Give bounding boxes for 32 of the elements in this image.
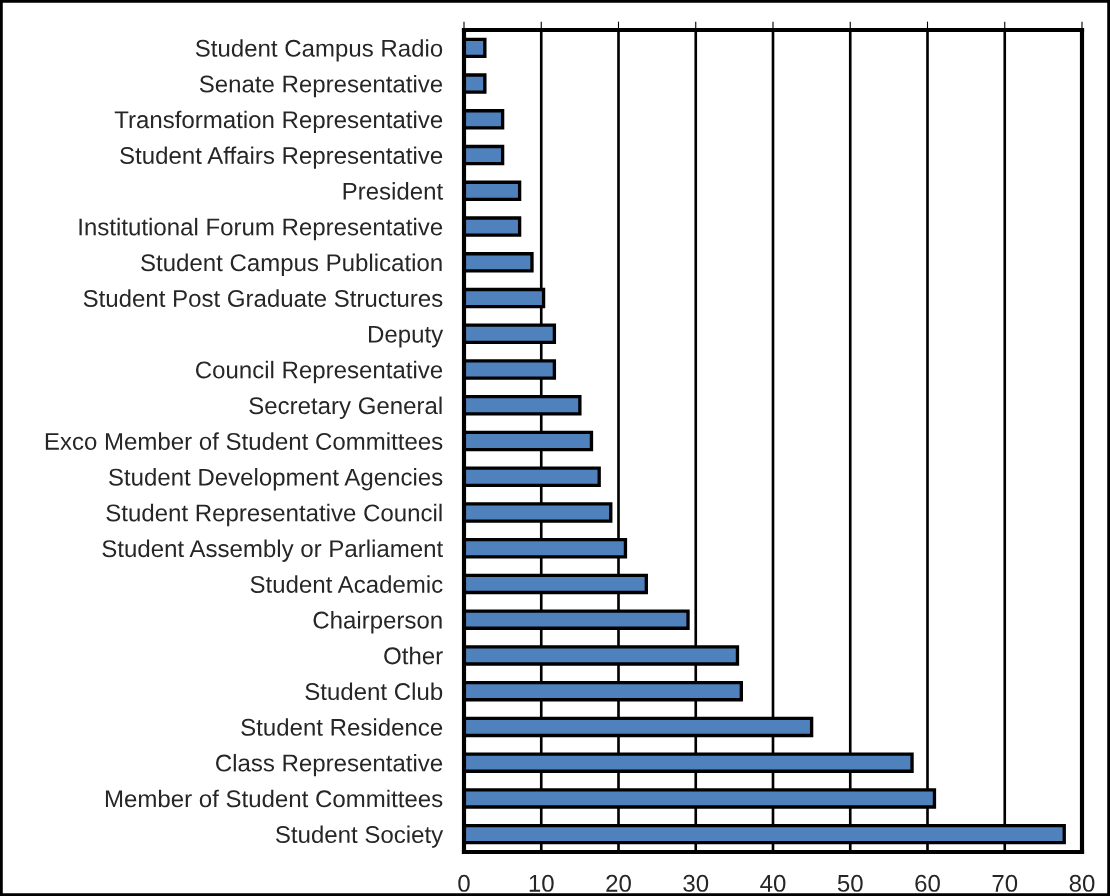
y-tick-label: Institutional Forum Representative	[79, 217, 443, 241]
y-tick-label: Member of Student Committees	[105, 789, 443, 808]
x-tick-label: 50	[837, 874, 863, 892]
y-tick-label: Student Campus Radio	[195, 39, 443, 62]
x-tick-label: 0	[458, 874, 470, 892]
y-tick-label: Student Post Graduate Structures	[83, 289, 443, 307]
y-tick-label: Student Residence	[241, 718, 443, 736]
y-tick-label: Chairperson	[313, 610, 442, 634]
y-tick-label: President	[343, 182, 443, 200]
y-tick-label: Student Campus Publication	[141, 253, 442, 276]
y-tick-label: Student Affairs Representative	[120, 146, 443, 169]
y-tick-label: Other	[384, 646, 443, 665]
y-tick-label: Council Representative	[195, 360, 443, 384]
x-tick-label: 40	[760, 874, 786, 892]
y-tick-label: Student Club	[305, 682, 443, 701]
y-tick-label: Transformation Representative	[114, 110, 443, 134]
x-tick-label: 10	[529, 874, 554, 892]
x-tick-label: 20	[606, 874, 631, 892]
x-tick-label: 60	[915, 874, 940, 892]
y-tick-label: Student Society	[275, 825, 444, 848]
x-tick-label: 70	[992, 874, 1018, 892]
y-tick-label: Student Academic	[250, 575, 443, 593]
x-tick-label: 30	[683, 874, 709, 892]
y-tick-label: Secretary General	[249, 396, 442, 419]
x-tick-label: 80	[1069, 874, 1095, 892]
y-tick-label: Deputy	[369, 325, 444, 348]
y-tick-label: Exco Member of Student Committees	[45, 432, 443, 450]
y-tick-label: Student Representative Council	[106, 503, 442, 527]
y-tick-label: Student Development Agencies	[109, 468, 443, 491]
y-tick-label: Senate Representative	[199, 74, 443, 98]
y-tick-label: Class Representative	[216, 753, 443, 777]
y-tick-label: Student Assembly or Parliament	[102, 539, 444, 562]
